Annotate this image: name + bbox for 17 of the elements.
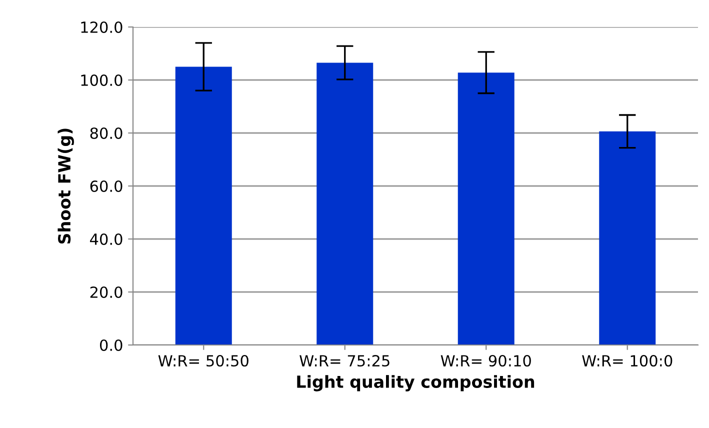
x-tick-label: W:R= 50:50: [158, 354, 248, 367]
y-tick-label: 80.0: [90, 127, 122, 140]
x-tick-label: W:R= 100:0: [582, 354, 672, 367]
y-tick-label: 100.0: [81, 74, 122, 86]
x-axis-title: Light quality composition: [297, 375, 534, 392]
bar: [599, 131, 656, 345]
y-tick-label: 40.0: [90, 233, 122, 246]
y-tick-label: 0.0: [100, 339, 122, 352]
bar: [316, 62, 374, 345]
x-tick-label: W:R= 75:25: [300, 354, 390, 367]
y-tick-label: 20.0: [90, 286, 122, 298]
y-axis-title: Shoot FW(g): [58, 128, 74, 244]
x-tick-label: W:R= 90:10: [440, 354, 531, 367]
bar: [458, 72, 514, 345]
bar: [175, 66, 232, 345]
y-tick-label: 120.0: [81, 21, 122, 34]
y-tick-label: 60.0: [90, 180, 122, 192]
